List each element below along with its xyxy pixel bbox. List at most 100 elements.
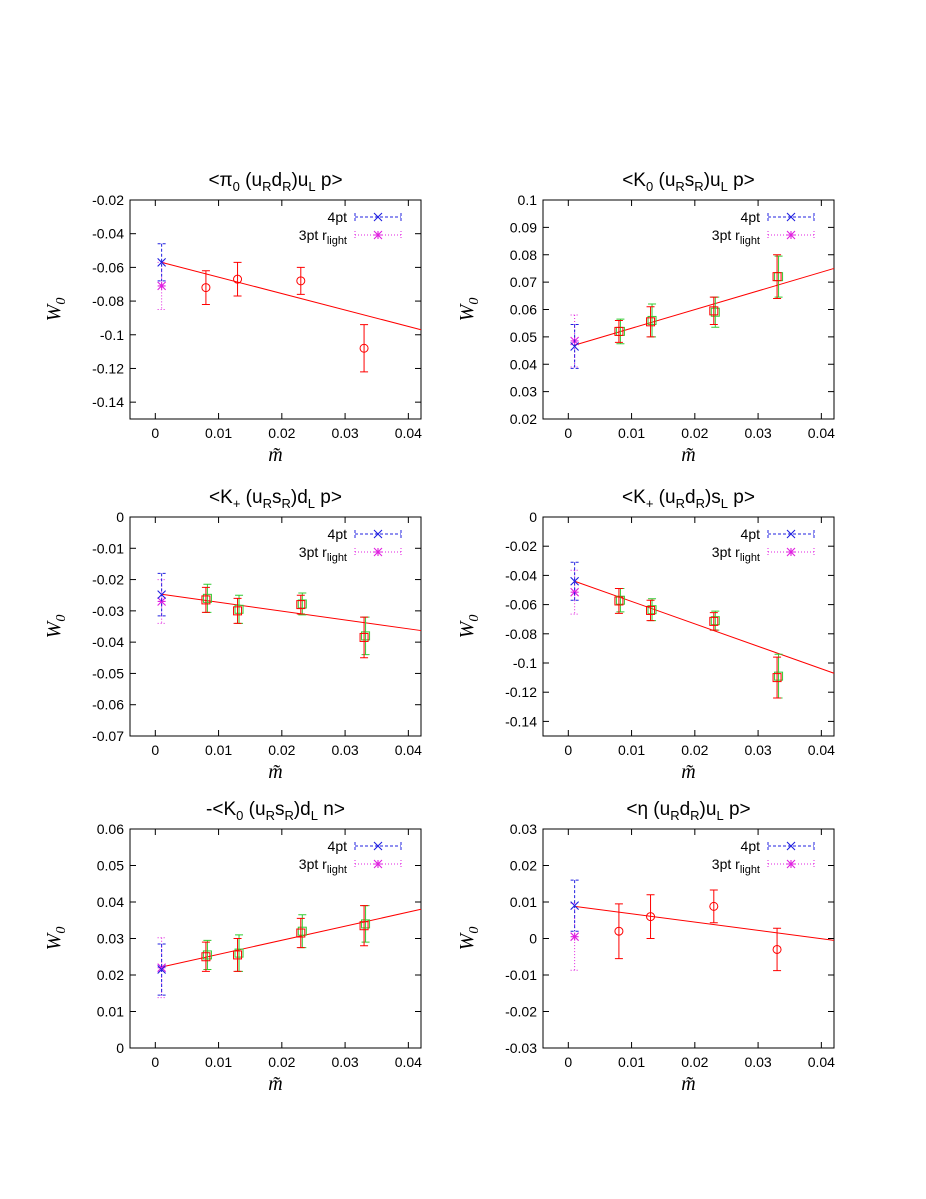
title-text: <η (u (626, 799, 670, 820)
four-pt-point (157, 590, 167, 599)
title-text: )u (700, 799, 717, 820)
title-subscript: R (284, 808, 293, 823)
legend-marker (786, 529, 796, 539)
red-point (614, 596, 624, 606)
y-tick-label: -0.02 (92, 192, 124, 208)
y-axis-label-main: W (43, 931, 65, 950)
legend-marker (786, 212, 796, 222)
legend-label-3pt: 3pt rlight (712, 227, 760, 247)
legend-label-sub: light (740, 235, 760, 247)
title-text: )s (705, 487, 721, 508)
x-tick-label: 0.02 (268, 425, 295, 441)
y-tick-label: -0.04 (505, 567, 537, 583)
y-tick-label: -0.02 (505, 538, 537, 554)
red-errorbar (773, 656, 782, 699)
red-errorbar (201, 270, 210, 305)
title-subscript: R (675, 179, 684, 194)
legend-label-4pt: 4pt (741, 526, 761, 542)
legend-marker (373, 859, 383, 869)
red-errorbar (773, 927, 782, 972)
x-tick-label: 0.02 (268, 1054, 295, 1070)
x-tick-label: 0 (151, 742, 159, 758)
y-tick-label: -0.04 (92, 634, 124, 650)
green-point (647, 605, 657, 615)
title-text: n> (318, 799, 345, 820)
title-text: p> (316, 170, 343, 191)
green-errorbar (298, 592, 307, 616)
red-point (772, 272, 782, 282)
title-subscript: R (676, 496, 685, 511)
y-tick-label: 0.08 (510, 247, 537, 263)
title-text: p> (728, 487, 755, 508)
y-tick-label: -0.06 (92, 259, 124, 275)
title-subscript: L (311, 808, 318, 823)
title-subscript: R (696, 496, 705, 511)
legend-label-main: 3pt r (712, 544, 740, 560)
legend-label-sub: light (740, 864, 760, 876)
legend-label-4pt: 4pt (741, 838, 761, 854)
red-point (233, 274, 243, 284)
green-point (710, 307, 720, 317)
title-text: p> (724, 799, 751, 820)
y-tick-label: 0.02 (97, 967, 124, 983)
legend-sample-bar (767, 231, 815, 239)
y-axis-label-sub: 0 (54, 927, 69, 934)
legend-marker (786, 547, 796, 557)
red-point (296, 276, 306, 286)
x-tick-label: 0.03 (331, 1054, 358, 1070)
y-axis-label-sub: 0 (467, 615, 482, 622)
legend-label-4pt: 4pt (328, 838, 348, 854)
title-subscript: 0 (233, 179, 240, 194)
green-point (202, 593, 212, 603)
legend-label-4pt: 4pt (328, 526, 348, 542)
legend-sample-bar (767, 860, 815, 868)
title-text: s (685, 170, 695, 191)
y-axis-label: W0 (456, 615, 482, 639)
title-text: <K (622, 170, 646, 191)
red-errorbar (646, 894, 655, 939)
legend-marker (786, 230, 796, 240)
y-tick-label: 0 (529, 509, 537, 525)
red-errorbar (646, 306, 655, 338)
x-tick-label: 0 (564, 425, 572, 441)
chart-panel-6: 0 0.01 0.02 0.03 0.04 -0.03 -0.02 -0.01 0 0.01 0.0… (456, 799, 835, 1095)
fit-line (574, 580, 835, 674)
y-tick-label: 0.04 (97, 894, 124, 910)
title-text: (u (240, 170, 262, 191)
y-axis-label-sub: 0 (467, 298, 482, 305)
y-tick-label: 0.01 (97, 1004, 124, 1020)
x-tick-label: 0.01 (205, 425, 232, 441)
four-pt-point (570, 576, 580, 586)
red-point (772, 944, 782, 954)
y-tick-label: 0.06 (510, 302, 537, 318)
y-tick-label: 0.05 (510, 329, 537, 345)
x-tick-label: 0 (151, 425, 159, 441)
x-axis-label: m̃ (268, 1073, 282, 1095)
title-subscript: R (282, 179, 291, 194)
red-point (772, 673, 782, 683)
legend-marker (373, 529, 383, 539)
legend-label-main: 3pt r (299, 227, 327, 243)
legend-label-main: 3pt r (299, 856, 327, 872)
x-axis-label: m̃ (268, 761, 282, 783)
chart-title: <η (uRdR)uL p> (626, 799, 750, 823)
legend-sample-bar (354, 860, 402, 868)
y-tick-label: -0.01 (505, 967, 537, 983)
green-point (361, 631, 371, 641)
chart-title: <K+ (uRsR)dL p> (209, 487, 342, 511)
y-tick-label: 0.06 (97, 821, 124, 837)
chart-title: <π0 (uRdR)uL p> (208, 170, 342, 194)
x-tick-label: 0.04 (395, 1054, 422, 1070)
red-point (359, 343, 369, 353)
red-errorbar (201, 586, 210, 613)
title-subscript: R (263, 496, 272, 511)
green-point (615, 595, 625, 605)
y-tick-label: -0.04 (92, 226, 124, 242)
y-axis-label-main: W (456, 931, 478, 950)
plot-frame (129, 516, 422, 737)
legend-sample-bar (354, 231, 402, 239)
legend-marker (373, 841, 383, 851)
red-errorbar (360, 905, 369, 947)
